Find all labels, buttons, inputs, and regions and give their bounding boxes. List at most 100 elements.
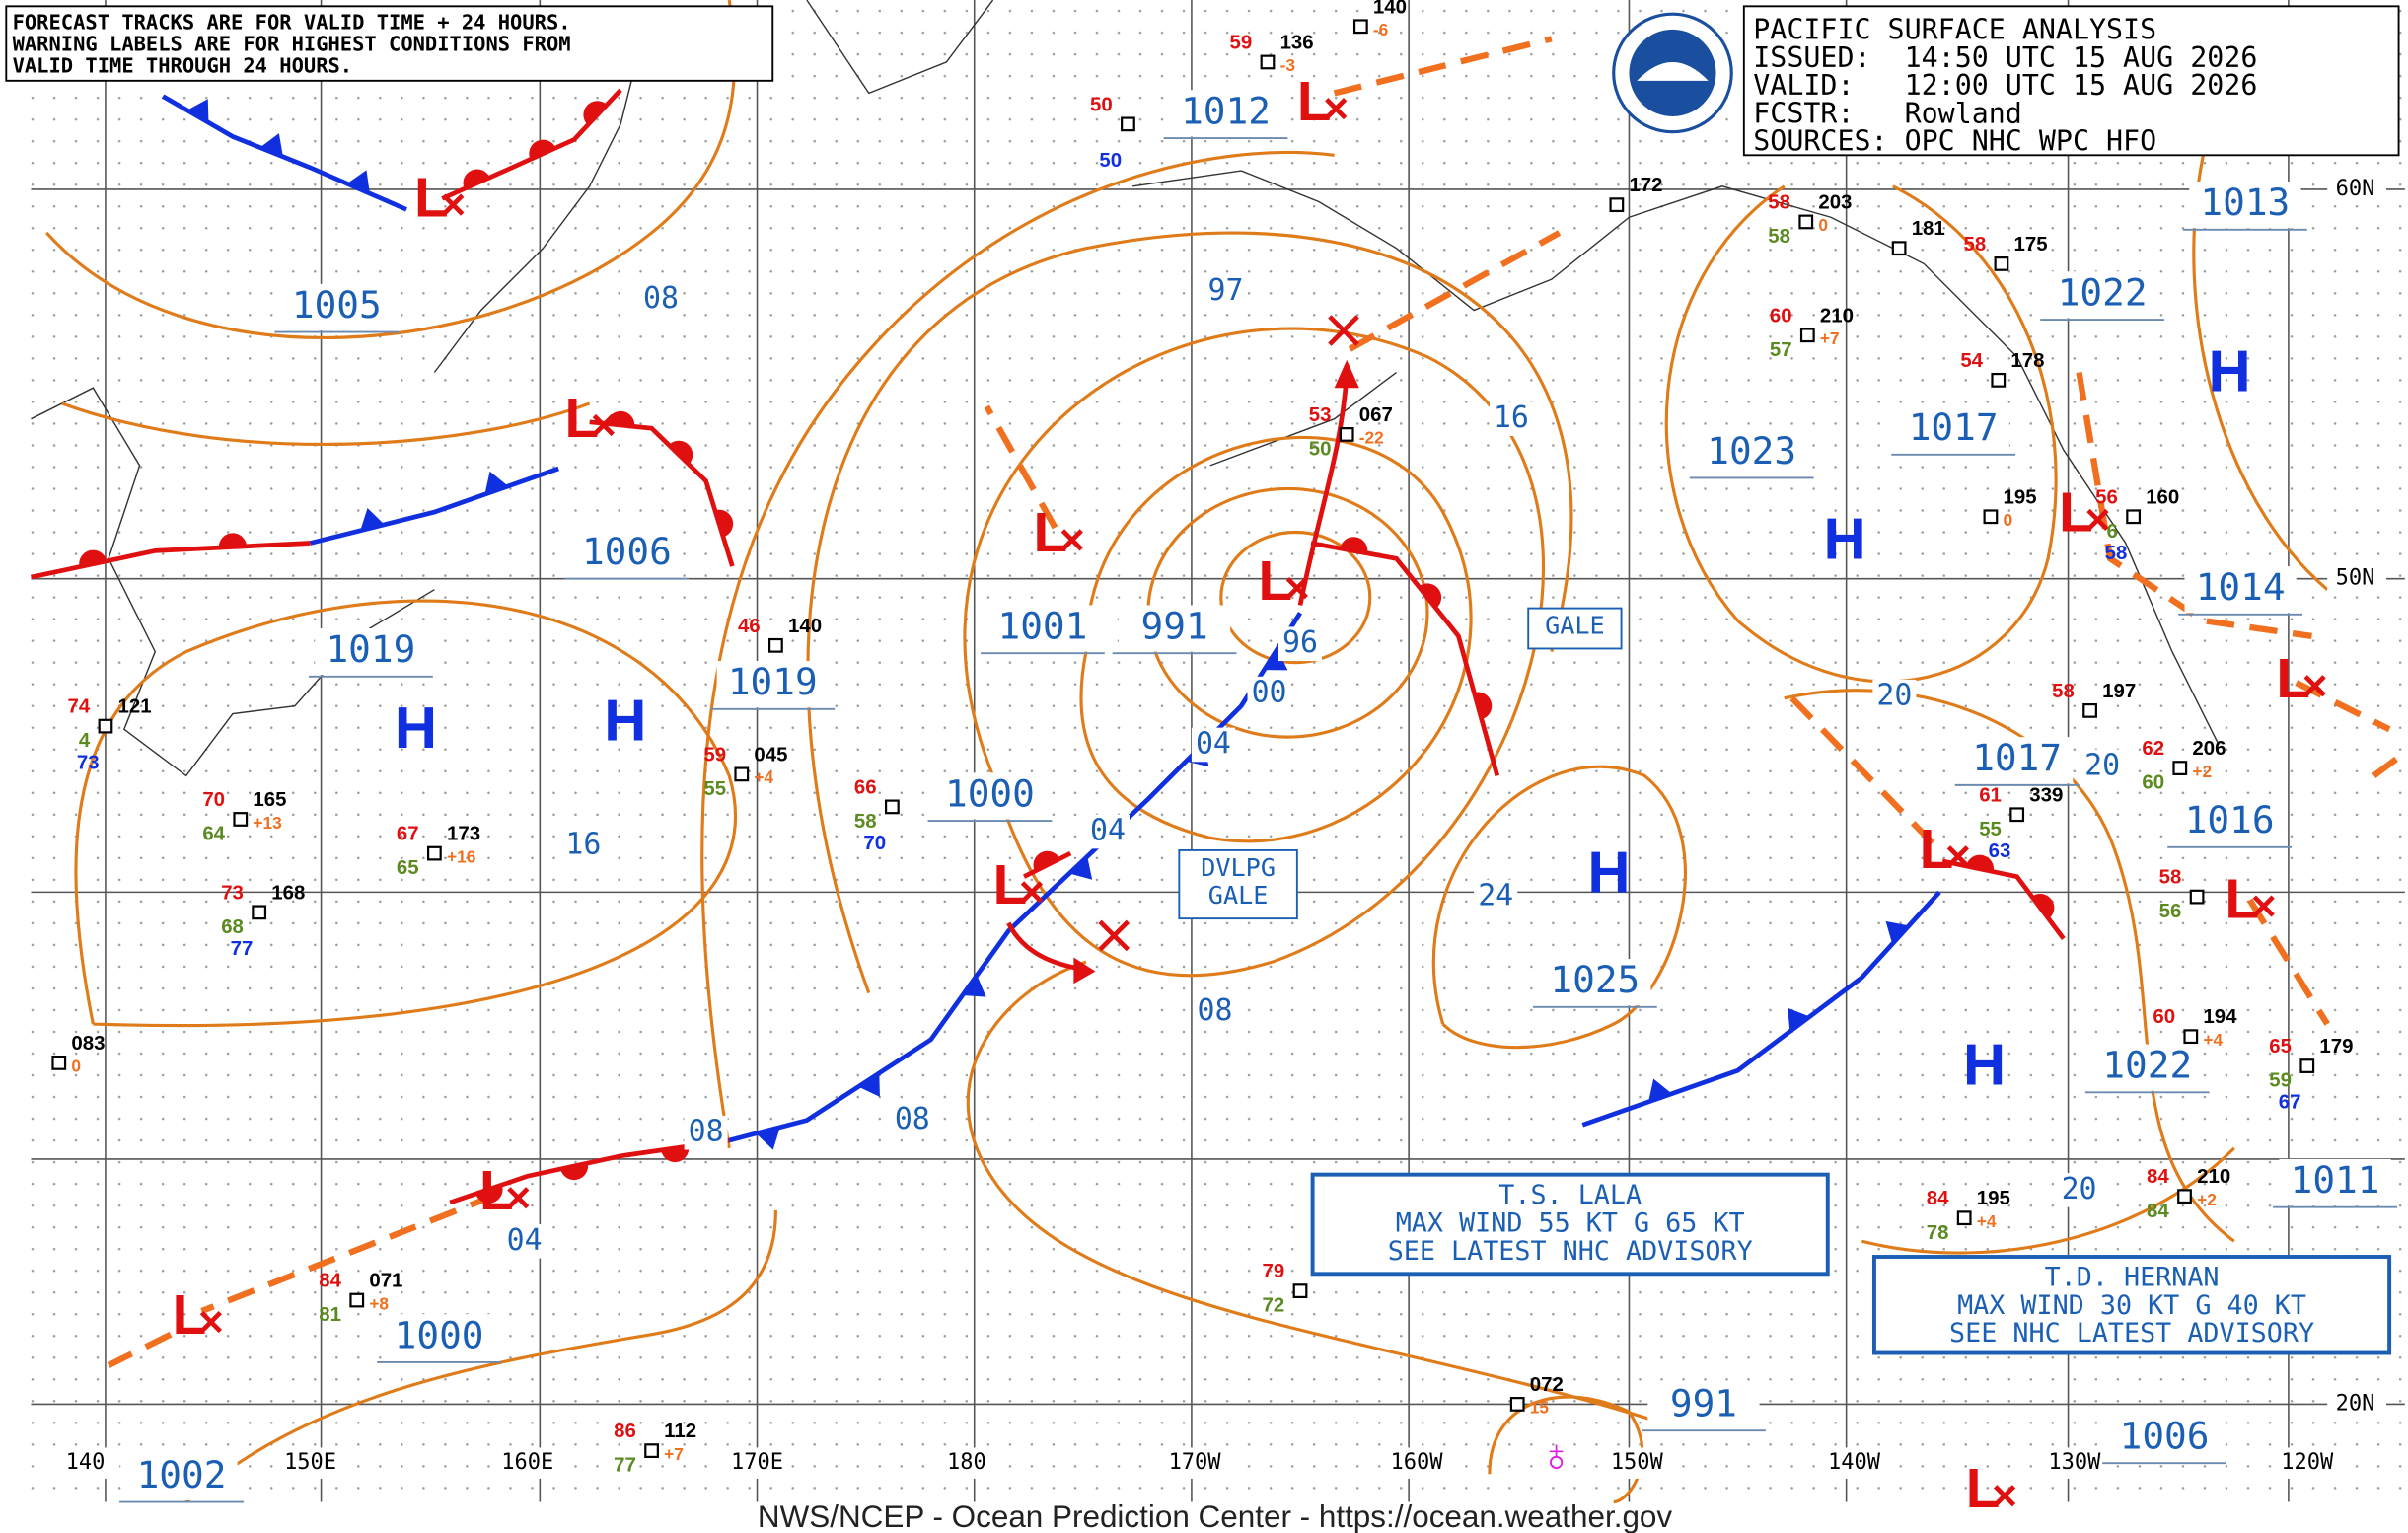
lon-label-bg [1160,1447,1229,1479]
isobar-label-bg [684,1115,728,1150]
isobar-label: 1022 [2058,270,2148,314]
station-temp: 46 [738,615,761,637]
station-pressure: 168 [271,881,305,904]
isobar-label-bg [383,1314,495,1361]
isobar-label-bg [2189,182,2301,229]
isobar-label: 1019 [326,627,415,671]
station-marker [349,1292,365,1308]
isobar-label-bg [1169,90,1282,137]
isobar-label: 20 [2062,1172,2097,1206]
station-tendency: -22 [1359,428,1384,448]
warm-front-barb [583,101,608,125]
station-dew: 55 [1979,818,2002,840]
warm-front-barb [529,139,556,160]
high-center: H [1963,1031,2006,1097]
cold-front-barb [346,170,370,194]
low-center-mark [1946,845,1969,868]
high-center: H [604,687,646,753]
isobar-label-bg [1696,429,1808,476]
isobar-label: 1005 [292,283,382,327]
station-temp: 66 [854,775,877,798]
station-dew: 60 [2142,771,2164,794]
lat-label-bg [2327,562,2386,595]
lon-label: 130W [2048,1450,2101,1475]
station-temp: 58 [1768,190,1790,213]
warm-front-barb [218,533,248,548]
station-temp: 50 [1090,93,1113,115]
tropical-cyclone-symbol: ♁ [1539,1428,1573,1481]
lon-label-bg [932,1447,1001,1479]
forecast-tracks [107,36,2407,1368]
isobar-label-bg [280,283,393,331]
station-temp: 58 [2159,866,2182,889]
isobar-label-bg [315,628,427,676]
warm-front-barb [1340,537,1368,553]
isobar-label: 1006 [582,530,672,573]
cold-front-barb [1788,1007,1810,1032]
isobar-label: 1023 [1707,429,1796,473]
station-temp: 84 [1927,1187,1949,1209]
lon-label-bg [493,1447,562,1479]
isobar-label-bg [502,1223,547,1259]
cold-front-barb [1264,648,1288,671]
station-pressure: 194 [2203,1005,2237,1028]
station-dew: 57 [1770,338,1792,361]
station-temp: 74 [67,695,90,718]
isobar-label-bg [2184,566,2297,614]
warning-text: GALE [1545,611,1605,639]
noaa-logo [1612,12,1733,134]
lon-label: 170E [731,1450,783,1475]
station-dew: 81 [319,1303,341,1326]
isobar-label-bg [2046,271,2158,319]
warm-front-barb [668,440,693,465]
lat-label-bg [2327,1388,2386,1421]
warm-front-barb [79,549,108,567]
isobar-label-bg [1961,737,2074,784]
lon-label-bg [1819,1447,1889,1479]
warm-front-barb [475,1185,503,1204]
station-pressure: 197 [2102,680,2136,702]
lat-label: 60N [2336,177,2375,201]
warning-box [1178,848,1298,920]
station-pressure: 210 [1820,304,1854,327]
station-marker [51,1056,67,1070]
station-marker [884,799,900,815]
isobar-label-bg [986,605,1099,652]
low-center-mark [2086,508,2109,532]
station-pressure: 136 [1280,31,1314,53]
low-center-mark [1993,1485,2016,1507]
station-marker [1260,54,1276,70]
warning-text: SEE LATEST NHC ADVISORY [1388,1236,1753,1267]
station-temp: 60 [2153,1005,2175,1028]
lat-label: 50N [2336,566,2375,591]
title-line: PACIFIC SURFACE ANALYSIS [1753,13,2156,45]
lon-label: 160E [501,1450,553,1475]
warm-front-barb [463,169,490,189]
station-dew: 59 [2269,1069,2292,1092]
station-tendency: 15 [1530,1398,1550,1418]
isobar-label-bg [638,282,684,317]
station-temp: 59 [703,743,726,766]
isobar-label: 97 [1208,273,1244,308]
isobar-label: 1016 [2185,798,2275,841]
station-tendency: -3 [1280,55,1295,75]
station-pressure: 172 [1629,174,1662,196]
isobar-label: 1001 [997,605,1087,648]
station-pressure: 071 [369,1270,402,1292]
station-marker [1991,372,2007,388]
arrow-head [1073,957,1096,985]
isobar-label-bg [1539,959,1651,1006]
low-center-mark [1020,881,1044,904]
front-line [30,541,311,580]
notice-line: WARNING LABELS ARE FOR HIGHEST CONDITION… [13,33,571,56]
title-line: ISSUED: 14:50 UTC 15 AUG 2026 [1753,41,2257,74]
station-temp: 59 [1230,31,1253,53]
lon-label-bg [50,1447,120,1479]
isobar-label-bg [1118,605,1231,652]
low-center-mark [1325,98,1348,120]
cold-front-barb [1648,1078,1672,1102]
low-center-mark [2252,895,2275,917]
isobar-label: 24 [1478,879,1513,913]
station-pressure: 140 [1373,0,1407,18]
